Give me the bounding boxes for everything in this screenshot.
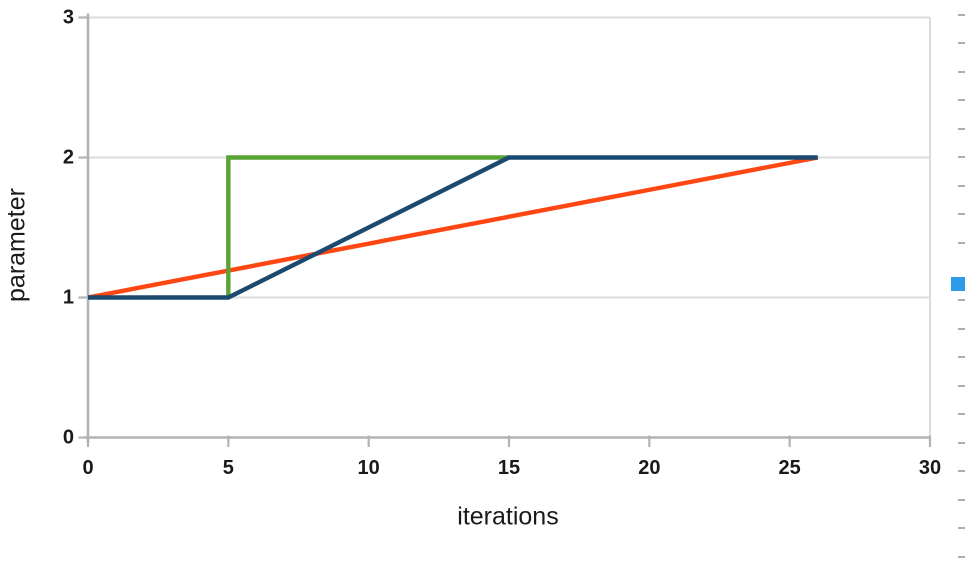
orange-line xyxy=(87,155,819,300)
y-tick-label: 0 xyxy=(63,427,74,449)
selection-border-dash xyxy=(958,413,965,416)
selection-border-dash xyxy=(958,70,965,73)
selection-border-dash xyxy=(958,13,965,16)
y-tick-label: 1 xyxy=(63,287,74,309)
selection-border-dash xyxy=(958,241,965,244)
x-axis-title: iterations xyxy=(457,502,559,531)
selection-border-dash xyxy=(958,470,965,473)
x-tick-label: 30 xyxy=(919,457,941,479)
x-tick-label: 25 xyxy=(779,457,801,479)
selection-border-dash xyxy=(958,99,965,102)
x-tick-label: 0 xyxy=(82,457,93,479)
selection-border-dash xyxy=(958,42,965,45)
selection-border-dash xyxy=(958,156,965,159)
selection-border-dash xyxy=(958,213,965,216)
y-axis-title: parameter xyxy=(2,188,31,302)
selection-border-dash xyxy=(958,555,965,558)
selection-border-dash xyxy=(958,384,965,387)
selection-border-dash xyxy=(958,356,965,359)
selection-border-dash xyxy=(958,184,965,187)
x-tick-label: 20 xyxy=(638,457,660,479)
selection-border-dash xyxy=(958,299,965,301)
selection-border-dash xyxy=(958,441,965,444)
selection-border-dash xyxy=(958,127,965,130)
y-tick-label: 2 xyxy=(63,147,74,169)
selection-border-dash xyxy=(958,327,965,330)
x-tick-label: 10 xyxy=(358,457,380,479)
selection-border-dash xyxy=(958,527,965,530)
y-tick-label: 3 xyxy=(63,7,74,29)
selection-border-dash xyxy=(958,498,965,501)
selection-resize-handle[interactable] xyxy=(951,277,965,291)
green-line xyxy=(226,155,509,298)
blue-line xyxy=(88,155,818,300)
x-tick-label: 15 xyxy=(498,457,520,479)
x-tick-label: 5 xyxy=(223,457,234,479)
